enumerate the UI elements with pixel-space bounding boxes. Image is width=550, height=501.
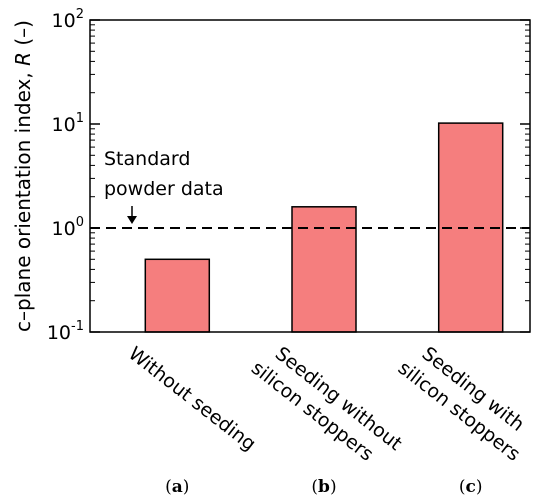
panel-label: (c): [459, 477, 483, 497]
y-tick-label: 101: [52, 111, 84, 136]
x-category-label-line: Without seeding: [124, 343, 260, 456]
panel-label: (b): [311, 477, 336, 497]
plot-frame: [89, 19, 531, 333]
reference-annotation-line: powder data: [104, 178, 224, 200]
annotation-arrow-head: [127, 216, 137, 224]
bar-b: [291, 206, 357, 333]
x-category-label: Seeding withsilicon stoppers: [394, 336, 540, 465]
y-tick-label: 100: [52, 215, 84, 240]
reference-annotation: Standard powder data: [104, 148, 224, 200]
y-tick-label: 102: [52, 7, 84, 32]
y-tick-label: 10-1: [47, 319, 84, 344]
x-category-label: Without seeding: [124, 343, 260, 456]
panel-label: (a): [165, 477, 189, 497]
y-axis-label: c–plane orientation index, R (–): [11, 20, 35, 332]
x-category-label: Seeding withoutsilicon stoppers: [247, 336, 406, 475]
bar-a: [144, 258, 211, 333]
reference-annotation-line: Standard: [104, 148, 190, 170]
